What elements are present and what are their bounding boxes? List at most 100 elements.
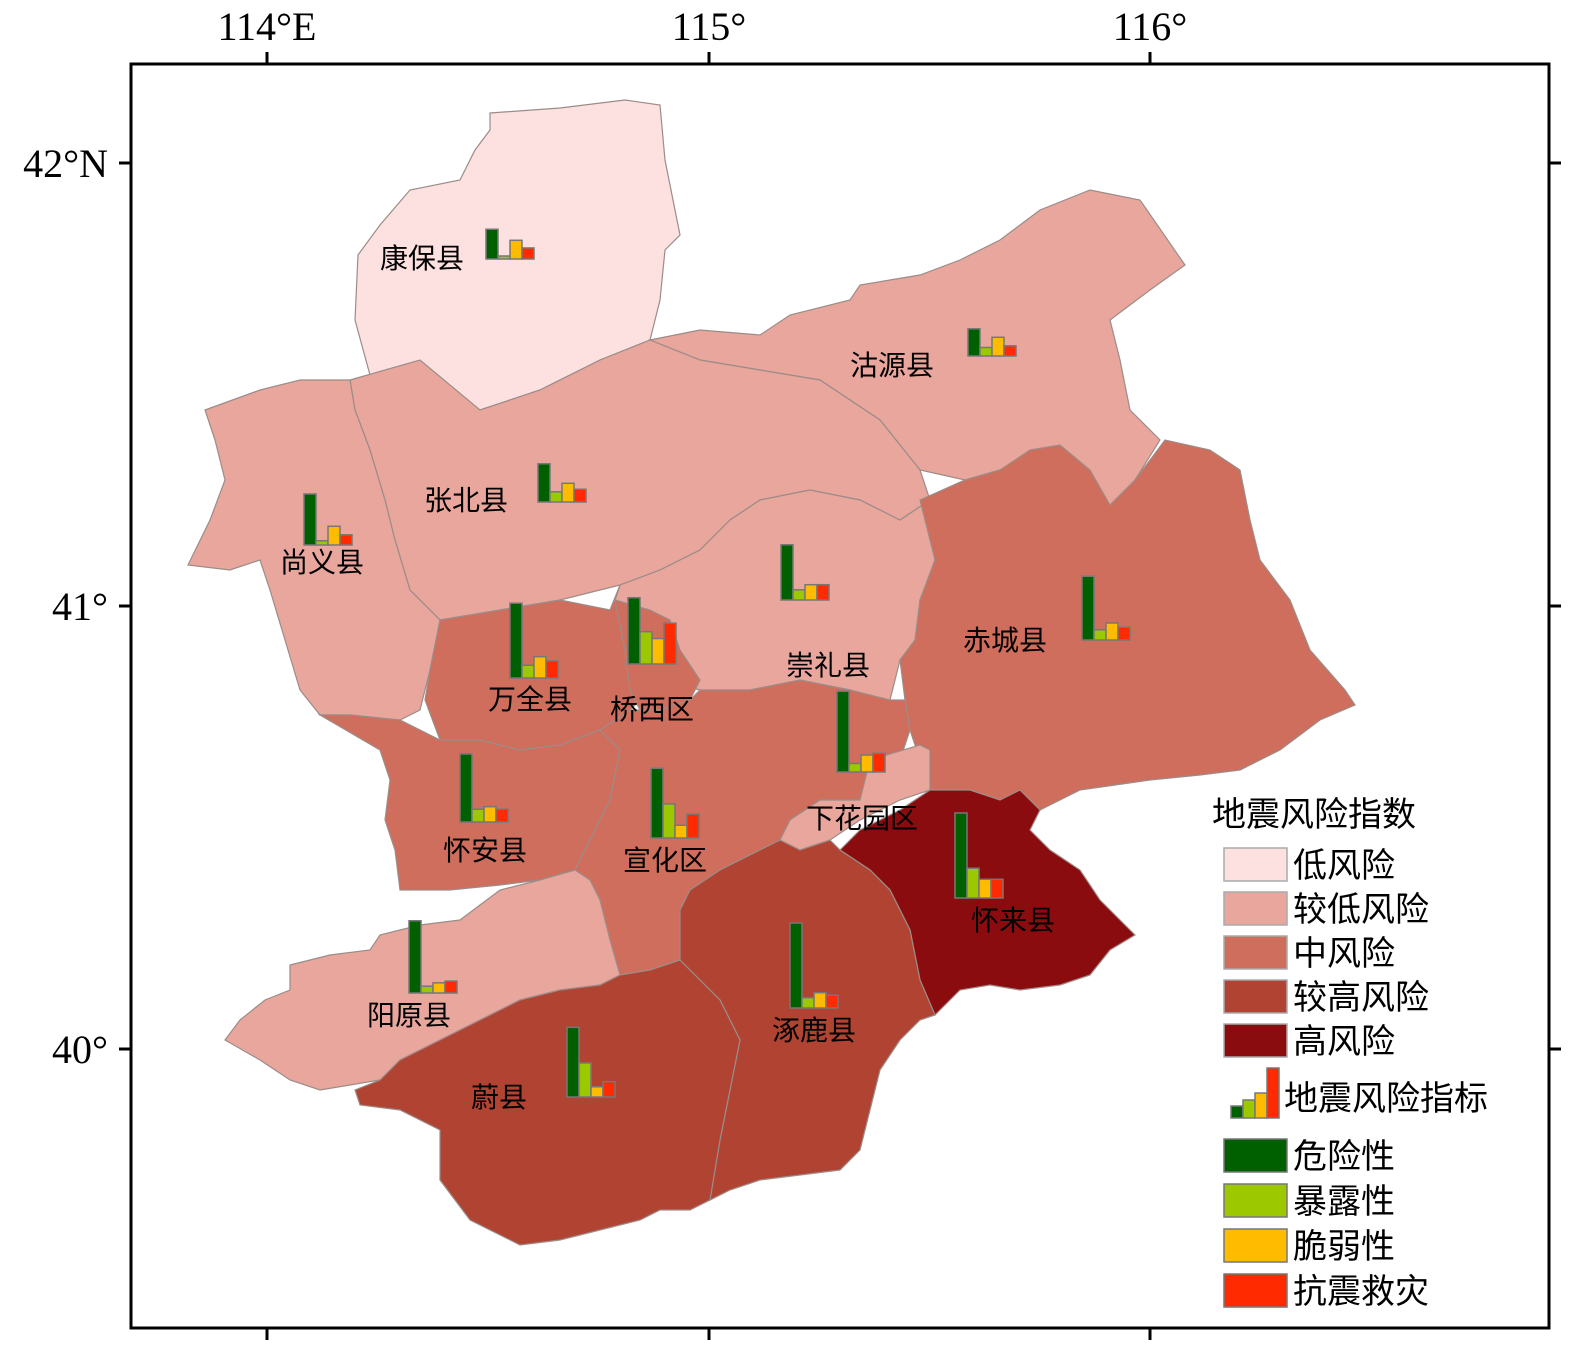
indicator-bar xyxy=(639,630,653,665)
lon-label-114: 114°E xyxy=(218,4,317,49)
legend-label: 暴露性 xyxy=(1293,1182,1395,1222)
county-label: 下花园区 xyxy=(806,802,918,835)
indicator-bar xyxy=(339,534,353,546)
indicator-bar xyxy=(444,980,458,994)
indicator-bar xyxy=(432,982,446,994)
indicator-bar xyxy=(327,525,341,546)
indicator-bar xyxy=(485,228,499,260)
indicator-bar-group xyxy=(627,596,677,665)
indicator-bar-group xyxy=(303,493,353,546)
county-label: 张北县 xyxy=(424,484,508,517)
county-label: 蔚县 xyxy=(471,1081,527,1114)
legend-swatch xyxy=(1223,847,1288,882)
county-label: 崇礼县 xyxy=(786,649,870,682)
county-label: 桥西区 xyxy=(610,693,694,726)
legend-swatch xyxy=(1223,891,1288,926)
legend-label: 危险性 xyxy=(1293,1137,1395,1177)
legend-swatch xyxy=(1223,935,1288,970)
county-label: 怀来县 xyxy=(971,904,1055,937)
legend-swatch xyxy=(1223,1138,1288,1173)
indicator-bar xyxy=(825,994,839,1009)
indicator-bar xyxy=(471,808,485,823)
indicator-bar xyxy=(789,922,803,1009)
indicator-bar xyxy=(315,540,329,546)
indicator-bar xyxy=(966,867,980,899)
legend-label: 中风险 xyxy=(1293,934,1395,974)
county-label: 万全县 xyxy=(488,683,572,716)
indicator-bar-group xyxy=(789,922,839,1009)
lat-label-41: 41° xyxy=(52,584,108,629)
indicator-bar xyxy=(545,660,559,679)
indicator-bar-group xyxy=(408,920,458,994)
indicator-bar xyxy=(549,491,563,503)
indicator-bar xyxy=(662,803,676,839)
indicator-bar xyxy=(573,488,587,503)
indicator-bar xyxy=(674,824,688,839)
indicator-bars xyxy=(303,228,1131,1098)
indicator-bar xyxy=(801,997,815,1009)
legend-swatch xyxy=(1223,1183,1288,1218)
indicator-bar xyxy=(954,812,968,899)
indicator-bar xyxy=(848,762,862,773)
indicator-bar-group xyxy=(650,767,700,839)
indicator-bar xyxy=(303,493,317,546)
legend-label: 抗震救灾 xyxy=(1293,1272,1429,1312)
indicator-bar xyxy=(521,247,535,260)
legend-label: 脆弱性 xyxy=(1293,1227,1395,1267)
indicator-bar xyxy=(1105,622,1119,641)
indicator-bar xyxy=(686,813,700,839)
lon-label-116: 116° xyxy=(1113,4,1188,49)
legend-swatch xyxy=(1223,1273,1288,1308)
indicator-bar-group xyxy=(967,328,1017,357)
indicator-bar xyxy=(420,985,434,994)
indicator-bar xyxy=(495,808,509,823)
indicator-bar xyxy=(533,656,547,679)
indicator-bar-group xyxy=(509,602,559,679)
indicator-bar-group xyxy=(566,1026,616,1098)
indicator-bar-group xyxy=(780,544,830,601)
legend-label: 高风险 xyxy=(1293,1022,1395,1062)
region-yuxian xyxy=(354,959,741,1246)
indicator-bar xyxy=(497,255,511,260)
indicator-bar xyxy=(860,754,874,773)
indicator-bar xyxy=(1093,629,1107,641)
indicator-bar xyxy=(483,805,497,823)
indicator-legend-icon xyxy=(1230,1067,1280,1119)
county-label: 宣化区 xyxy=(623,844,707,877)
indicator-bar xyxy=(561,482,575,503)
indicator-bar xyxy=(408,920,422,994)
indicator-bar xyxy=(627,596,641,665)
indicator-bar xyxy=(780,544,794,601)
lon-label-115: 115° xyxy=(672,4,747,49)
legend-swatch xyxy=(1223,979,1288,1014)
indicator-bar xyxy=(566,1026,580,1098)
indicator-bar xyxy=(590,1086,604,1098)
indicator-bar xyxy=(979,346,993,357)
lat-label-40: 40° xyxy=(52,1027,108,1072)
indicator-bar-group xyxy=(459,753,509,823)
indicator-bar xyxy=(978,878,992,899)
indicator-bar xyxy=(459,753,473,823)
indicator-bar xyxy=(578,1062,592,1098)
county-regions xyxy=(187,99,1356,1246)
indicator-bar xyxy=(1081,575,1095,641)
legend-label: 较高风险 xyxy=(1293,978,1429,1018)
indicator-bar xyxy=(813,991,827,1009)
axis-ticks xyxy=(119,52,1561,1340)
county-label: 赤城县 xyxy=(963,624,1047,657)
indicator-bar xyxy=(1003,345,1017,357)
indicator-bar-group xyxy=(836,690,886,773)
indicator-bar xyxy=(602,1080,616,1098)
indicator-bar xyxy=(872,752,886,773)
lat-label-42: 42°N xyxy=(23,141,108,186)
legend-label: 低风险 xyxy=(1293,846,1395,886)
legend-risk-title: 地震风险指数 xyxy=(1212,795,1416,835)
indicator-bar xyxy=(792,589,806,601)
indicator-bar xyxy=(990,878,1004,899)
indicator-bar-group xyxy=(954,812,1004,899)
